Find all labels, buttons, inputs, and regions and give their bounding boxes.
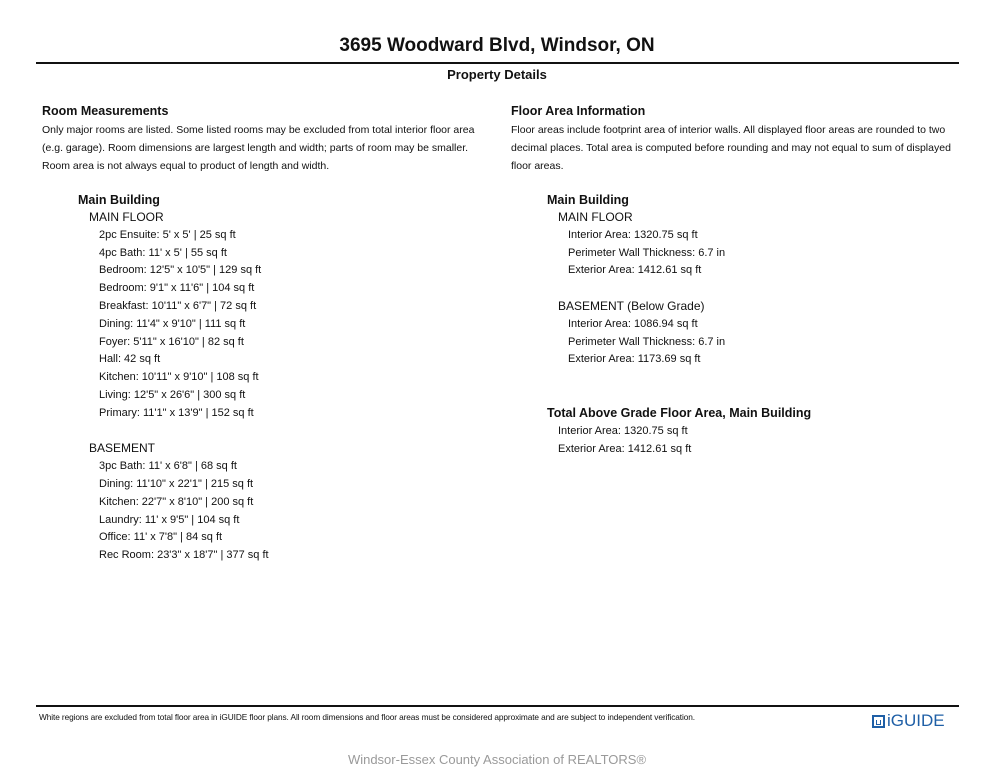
room-list: MAIN FLOOR 2pc Ensuite: 5' x 5' | 25 sq f… [89, 209, 269, 565]
total-area-heading: Total Above Grade Floor Area, Main Build… [547, 406, 812, 420]
area-item: Perimeter Wall Thickness: 6.7 in [568, 335, 726, 348]
floor-area-list: MAIN FLOOR Interior Area: 1320.75 sq ft Pe… [558, 209, 725, 369]
footer-divider [36, 705, 959, 707]
left-building-heading: Main Building [78, 193, 160, 207]
room-item: Bedroom: 9'1" x 11'6" | 104 sq ft [99, 282, 255, 295]
header-divider [36, 62, 959, 64]
spacer [558, 280, 725, 298]
room-item: 4pc Bath: 11' x 5' | 55 sq ft [99, 246, 227, 259]
room-item: Dining: 11'4" x 9'10" | 111 sq ft [99, 317, 246, 330]
room-item: Bedroom: 12'5" x 10'5" | 129 sq ft [99, 264, 262, 277]
watermark: Windsor-Essex County Association of REAL… [347, 752, 647, 767]
page-title: 3695 Woodward Blvd, Windsor, ON [339, 35, 655, 56]
iguide-logo-icon [872, 714, 885, 728]
room-item: 3pc Bath: 11' x 6'8" | 68 sq ft [99, 460, 237, 473]
area-item: Interior Area: 1086.94 sq ft [568, 317, 698, 330]
area-item: Exterior Area: 1173.69 sq ft [568, 353, 701, 366]
room-item: Rec Room: 23'3" x 18'7" | 377 sq ft [99, 549, 269, 562]
floor-area-description: Floor areas include footprint area of in… [511, 124, 951, 172]
floor-heading: BASEMENT [89, 441, 156, 456]
total-area-list: Interior Area: 1320.75 sq ft Exterior Ar… [558, 423, 691, 459]
room-item: Kitchen: 10'11" x 9'10" | 108 sq ft [99, 371, 259, 384]
room-item: Breakfast: 10'11" x 6'7" | 72 sq ft [99, 299, 257, 312]
room-item: Laundry: 11' x 9'5" | 104 sq ft [99, 513, 240, 526]
room-item: 2pc Ensuite: 5' x 5' | 25 sq ft [99, 228, 236, 241]
room-item: Hall: 42 sq ft [99, 353, 161, 366]
area-item: Interior Area: 1320.75 sq ft [568, 228, 698, 241]
room-measurements-description: Only major rooms are listed. Some listed… [42, 124, 475, 172]
room-item: Kitchen: 22'7" x 8'10" | 200 sq ft [99, 495, 254, 508]
spacer [89, 423, 269, 441]
page-subtitle: Property Details [447, 67, 547, 82]
room-item: Living: 12'5" x 26'6" | 300 sq ft [99, 388, 246, 401]
total-interior-area: Interior Area: 1320.75 sq ft [558, 425, 688, 437]
room-item: Foyer: 5'11" x 16'10" | 82 sq ft [99, 335, 244, 348]
floor-heading: BASEMENT (Below Grade) [558, 298, 705, 313]
area-item: Perimeter Wall Thickness: 6.7 in [568, 246, 726, 259]
total-exterior-area: Exterior Area: 1412.61 sq ft [558, 442, 692, 455]
room-item: Dining: 11'10" x 22'1" | 215 sq ft [99, 477, 254, 490]
iguide-logo-text: iGUIDE [887, 711, 945, 730]
floor-heading: MAIN FLOOR [89, 210, 164, 224]
room-item: Primary: 11'1" x 13'9" | 152 sq ft [99, 406, 254, 419]
room-item: Office: 11' x 7'8" | 84 sq ft [99, 531, 223, 544]
right-building-heading: Main Building [547, 193, 629, 207]
iguide-logo: iGUIDE [872, 711, 945, 731]
footer-note: White regions are excluded from total fl… [39, 712, 695, 722]
room-measurements-heading: Room Measurements [42, 104, 169, 118]
floor-area-heading: Floor Area Information [511, 104, 646, 118]
area-item: Exterior Area: 1412.61 sq ft [568, 264, 702, 277]
floor-heading: MAIN FLOOR [558, 210, 633, 224]
